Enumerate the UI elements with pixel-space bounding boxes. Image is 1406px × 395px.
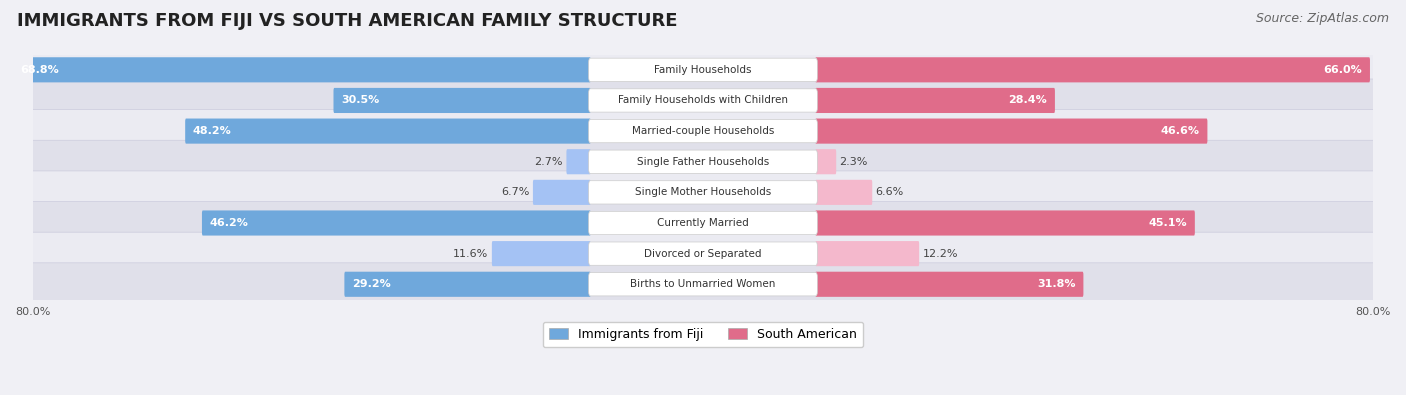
FancyBboxPatch shape xyxy=(815,149,837,174)
FancyBboxPatch shape xyxy=(344,272,591,297)
FancyBboxPatch shape xyxy=(567,149,591,174)
FancyBboxPatch shape xyxy=(589,181,817,204)
Text: 6.7%: 6.7% xyxy=(501,187,530,198)
Text: 46.6%: 46.6% xyxy=(1161,126,1199,136)
Text: 12.2%: 12.2% xyxy=(922,248,957,259)
Text: 66.0%: 66.0% xyxy=(1323,65,1362,75)
FancyBboxPatch shape xyxy=(815,57,1369,83)
Text: IMMIGRANTS FROM FIJI VS SOUTH AMERICAN FAMILY STRUCTURE: IMMIGRANTS FROM FIJI VS SOUTH AMERICAN F… xyxy=(17,12,678,30)
FancyBboxPatch shape xyxy=(589,273,817,296)
FancyBboxPatch shape xyxy=(589,242,817,265)
Text: 68.8%: 68.8% xyxy=(20,65,59,75)
Text: 2.7%: 2.7% xyxy=(534,157,562,167)
FancyBboxPatch shape xyxy=(30,48,1376,91)
FancyBboxPatch shape xyxy=(30,140,1376,183)
Text: 31.8%: 31.8% xyxy=(1038,279,1076,289)
Text: 6.6%: 6.6% xyxy=(876,187,904,198)
Text: 48.2%: 48.2% xyxy=(193,126,232,136)
Text: 29.2%: 29.2% xyxy=(352,279,391,289)
FancyBboxPatch shape xyxy=(589,150,817,173)
Text: 46.2%: 46.2% xyxy=(209,218,249,228)
Text: Married-couple Households: Married-couple Households xyxy=(631,126,775,136)
FancyBboxPatch shape xyxy=(202,211,591,235)
Text: 28.4%: 28.4% xyxy=(1008,96,1047,105)
FancyBboxPatch shape xyxy=(815,211,1195,235)
FancyBboxPatch shape xyxy=(589,58,817,81)
Text: Family Households: Family Households xyxy=(654,65,752,75)
FancyBboxPatch shape xyxy=(533,180,591,205)
FancyBboxPatch shape xyxy=(492,241,591,266)
Text: Currently Married: Currently Married xyxy=(657,218,749,228)
FancyBboxPatch shape xyxy=(30,232,1376,275)
FancyBboxPatch shape xyxy=(815,118,1208,144)
Text: Divorced or Separated: Divorced or Separated xyxy=(644,248,762,259)
Text: Single Mother Households: Single Mother Households xyxy=(636,187,770,198)
Text: Single Father Households: Single Father Households xyxy=(637,157,769,167)
Text: 2.3%: 2.3% xyxy=(839,157,868,167)
Text: Family Households with Children: Family Households with Children xyxy=(619,96,787,105)
Legend: Immigrants from Fiji, South American: Immigrants from Fiji, South American xyxy=(543,322,863,347)
FancyBboxPatch shape xyxy=(30,263,1376,306)
Text: 11.6%: 11.6% xyxy=(453,248,488,259)
FancyBboxPatch shape xyxy=(815,88,1054,113)
FancyBboxPatch shape xyxy=(333,88,591,113)
FancyBboxPatch shape xyxy=(30,110,1376,152)
FancyBboxPatch shape xyxy=(815,180,872,205)
FancyBboxPatch shape xyxy=(589,211,817,235)
FancyBboxPatch shape xyxy=(13,57,591,83)
FancyBboxPatch shape xyxy=(30,201,1376,245)
FancyBboxPatch shape xyxy=(30,79,1376,122)
FancyBboxPatch shape xyxy=(815,241,920,266)
Text: Births to Unmarried Women: Births to Unmarried Women xyxy=(630,279,776,289)
Text: Source: ZipAtlas.com: Source: ZipAtlas.com xyxy=(1256,12,1389,25)
FancyBboxPatch shape xyxy=(589,119,817,143)
FancyBboxPatch shape xyxy=(186,118,591,144)
Text: 45.1%: 45.1% xyxy=(1149,218,1187,228)
FancyBboxPatch shape xyxy=(589,89,817,112)
Text: 30.5%: 30.5% xyxy=(342,96,380,105)
FancyBboxPatch shape xyxy=(30,171,1376,214)
FancyBboxPatch shape xyxy=(815,272,1084,297)
